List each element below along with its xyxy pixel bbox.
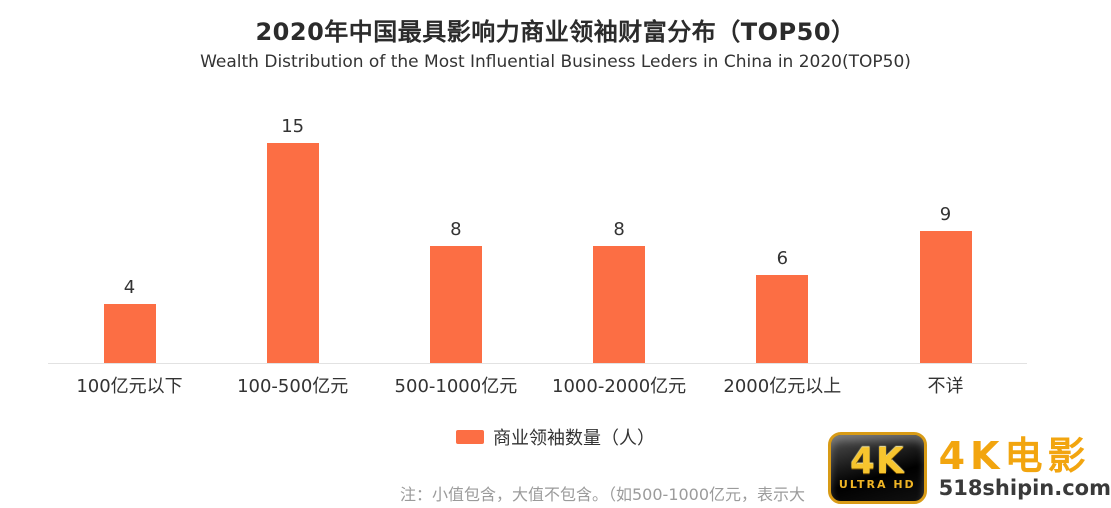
x-axis-category-label: 100-500亿元 [237,376,349,397]
4k-ultra-hd-badge-icon: 4K ULTRA HD [828,432,927,504]
bar-value-label: 6 [776,248,789,269]
bar [429,246,482,363]
x-axis-category-label: 2000亿元以上 [723,376,842,397]
bar-value-label: 9 [939,204,952,225]
bar-value-label: 8 [613,219,625,240]
bar [756,275,809,363]
bar-value-label: 8 [450,219,462,240]
chart-subtitle: Wealth Distribution of the Most Influent… [200,52,911,72]
legend-swatch-icon [456,430,484,444]
footnote: 注：小值包含，大值不包含。（如500-1000亿元，表示大 [400,485,806,504]
x-axis-category-label: 1000-2000亿元 [552,376,687,397]
badge-ultra-hd-text: ULTRA HD [838,478,916,491]
x-axis-category-label: 100亿元以下 [76,376,183,397]
badge-4k-text: 4K [849,441,905,482]
x-axis-line [48,363,1027,364]
legend: 商业领袖数量（人） [0,424,1111,450]
x-axis-category-label: 不详 [927,376,964,397]
x-axis-category-label: 500-1000亿元 [394,376,518,397]
bar-value-label: 4 [123,277,136,298]
chart-title: 2020年中国最具影响力商业领袖财富分布（TOP50） [255,18,856,46]
legend-label: 商业领袖数量（人） [493,428,655,449]
bar [593,246,646,363]
watermark-site-url: 518shipin.com [938,476,1111,500]
watermark: 4K ULTRA HD 4K电影 518shipin.com [828,428,1111,508]
bar-value-label: 15 [281,116,305,137]
bar [103,304,156,363]
watermark-site-name: 4K电影 [938,434,1091,478]
bar [266,143,319,363]
watermark-text: 4K电影 518shipin.com [939,436,1111,500]
bar [919,231,972,363]
